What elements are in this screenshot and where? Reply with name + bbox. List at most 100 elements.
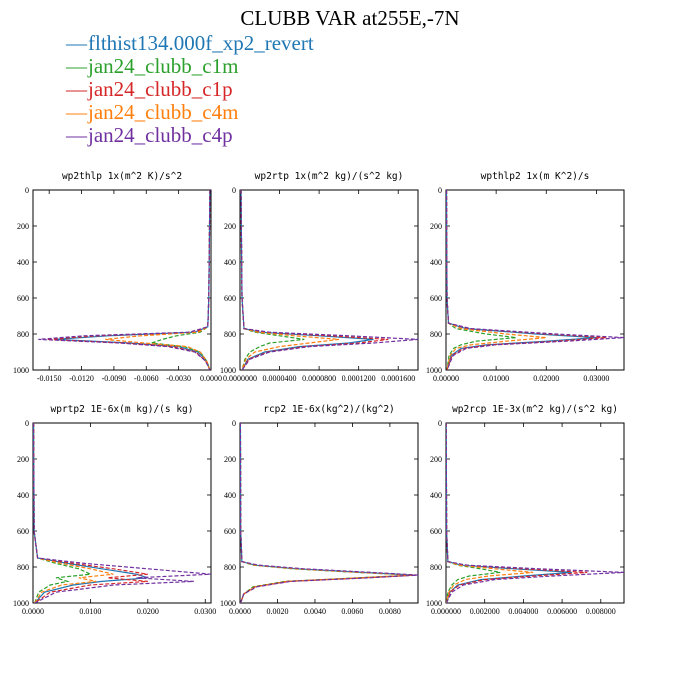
legend-label: flthist134.000f_xp2_revert (88, 31, 314, 55)
y-tick-label: 400 (17, 258, 29, 267)
panel-title: wp2rtp 1x(m^2 kg)/(s^2 kg) (255, 171, 404, 182)
panel-title: wprtp2 1E-6x(m kg)/(s kg) (51, 404, 194, 415)
y-tick-label: 200 (224, 455, 236, 464)
series-line-3 (446, 190, 547, 370)
y-tick-label: 200 (430, 222, 442, 231)
legend-line-icon: — (66, 54, 87, 78)
y-tick-label: 400 (224, 258, 236, 267)
plot-frame (239, 422, 419, 604)
legend-line-icon: — (66, 123, 87, 147)
series-line-2 (446, 190, 607, 370)
panel-title: wp2rcp 1E-3x(m^2 kg)/(s^2 kg) (452, 404, 618, 415)
y-tick-label: 400 (430, 258, 442, 267)
x-tick-label: 0.00000 (433, 374, 459, 383)
x-tick-label: 0.000000 (431, 607, 461, 616)
legend-label: jan24_clubb_c4m (88, 100, 239, 124)
y-tick-label: 400 (17, 491, 29, 500)
x-tick-label: 0.0000 (200, 374, 222, 383)
y-tick-label: 800 (430, 563, 442, 572)
series-line-4 (446, 190, 624, 370)
series-line-4 (33, 423, 211, 603)
panel: rcp2 1E-6x(kg^2)/(kg^2) 0 200 400 600 800 1000… (220, 404, 419, 616)
legend-label: jan24_clubb_c1p (88, 77, 233, 101)
legend-entry: —jan24_clubb_c1p (66, 78, 314, 101)
series-line-4 (38, 190, 211, 370)
y-tick-label: 1000 (220, 599, 236, 608)
x-tick-label: 0.0000000 (223, 374, 257, 383)
legend-entry: —flthist134.000f_xp2_revert (66, 32, 314, 55)
y-tick-label: 400 (430, 491, 442, 500)
x-tick-label: 0.006000 (547, 607, 577, 616)
y-tick-label: 1000 (220, 366, 236, 375)
y-tick-label: 800 (224, 563, 236, 572)
plot-frame (445, 189, 625, 371)
series-line-4 (240, 190, 418, 370)
series-line-1 (151, 190, 211, 370)
x-tick-label: 0.0001600 (381, 374, 415, 383)
y-tick-label: 0 (232, 186, 236, 195)
y-tick-label: 0 (25, 186, 29, 195)
x-tick-label: -0.0120 (69, 374, 94, 383)
y-tick-label: 600 (224, 294, 236, 303)
x-tick-label: 0.0040 (304, 607, 326, 616)
x-tick-label: 0.0000400 (263, 374, 297, 383)
y-tick-label: 800 (17, 330, 29, 339)
x-tick-label: 0.002000 (470, 607, 500, 616)
y-tick-label: 600 (224, 527, 236, 536)
y-tick-label: 0 (438, 186, 442, 195)
legend-entry: —jan24_clubb_c4m (66, 101, 314, 124)
y-tick-label: 600 (17, 527, 29, 536)
x-tick-label: 0.0001200 (342, 374, 376, 383)
x-tick-label: 0.0020 (266, 607, 288, 616)
y-tick-label: 0 (25, 419, 29, 428)
x-tick-label: 0.03000 (583, 374, 609, 383)
x-tick-label: -0.0060 (134, 374, 159, 383)
x-tick-label: 0.0000 (22, 607, 44, 616)
legend: —flthist134.000f_xp2_revert —jan24_clubb… (66, 32, 314, 147)
figure-title: CLUBB VAR at255E,-7N (240, 6, 460, 30)
y-tick-label: 600 (430, 527, 442, 536)
x-tick-label: 0.004000 (508, 607, 538, 616)
panel: wpthlp2 1x(m K^2)/s 0 200 400 600 800 10000.00… (426, 171, 625, 383)
y-tick-label: 200 (224, 222, 236, 231)
panel: wp2rcp 1E-3x(m^2 kg)/(s^2 kg) 0 200 400 600 8… (426, 404, 625, 616)
y-tick-label: 800 (224, 330, 236, 339)
y-tick-label: 200 (430, 455, 442, 464)
y-tick-label: 600 (17, 294, 29, 303)
panel-title: rcp2 1E-6x(kg^2)/(kg^2) (263, 404, 395, 415)
legend-line-icon: — (66, 100, 87, 124)
y-tick-label: 200 (17, 222, 29, 231)
x-tick-label: 0.0100 (79, 607, 101, 616)
legend-entry: —jan24_clubb_c1m (66, 55, 314, 78)
plot-frame (32, 422, 212, 604)
panel: wp2rtp 1x(m^2 kg)/(s^2 kg) 0 200 400 600 800 1… (220, 171, 419, 383)
y-tick-label: 1000 (426, 366, 442, 375)
x-tick-label: 0.02000 (533, 374, 559, 383)
y-tick-label: 1000 (13, 366, 29, 375)
legend-line-icon: — (66, 31, 87, 55)
x-tick-label: -0.0090 (102, 374, 127, 383)
plot-frame (239, 189, 419, 371)
x-tick-label: 0.0200 (137, 607, 159, 616)
legend-label: jan24_clubb_c1m (88, 54, 239, 78)
y-tick-label: 400 (224, 491, 236, 500)
panel-title: wp2thlp 1x(m^2 K)/s^2 (62, 171, 182, 182)
series-line-3 (240, 423, 415, 603)
series-line-1 (446, 190, 517, 370)
plot-frame (32, 189, 212, 371)
series-line-3 (240, 190, 339, 370)
legend-label: jan24_clubb_c4p (88, 123, 233, 147)
y-tick-label: 1000 (13, 599, 29, 608)
y-tick-label: 200 (17, 455, 29, 464)
x-tick-label: 0.0000800 (302, 374, 336, 383)
legend-entry: —jan24_clubb_c4p (66, 124, 314, 147)
x-tick-label: 0.0060 (341, 607, 363, 616)
x-tick-label: 0.008000 (586, 607, 616, 616)
series-line-4 (446, 423, 624, 603)
x-tick-label: 0.01000 (483, 374, 509, 383)
legend-line-icon: — (66, 77, 87, 101)
x-tick-label: -0.0150 (37, 374, 62, 383)
x-tick-label: 0.0080 (379, 607, 401, 616)
series-line-1 (33, 423, 93, 603)
y-tick-label: 1000 (426, 599, 442, 608)
